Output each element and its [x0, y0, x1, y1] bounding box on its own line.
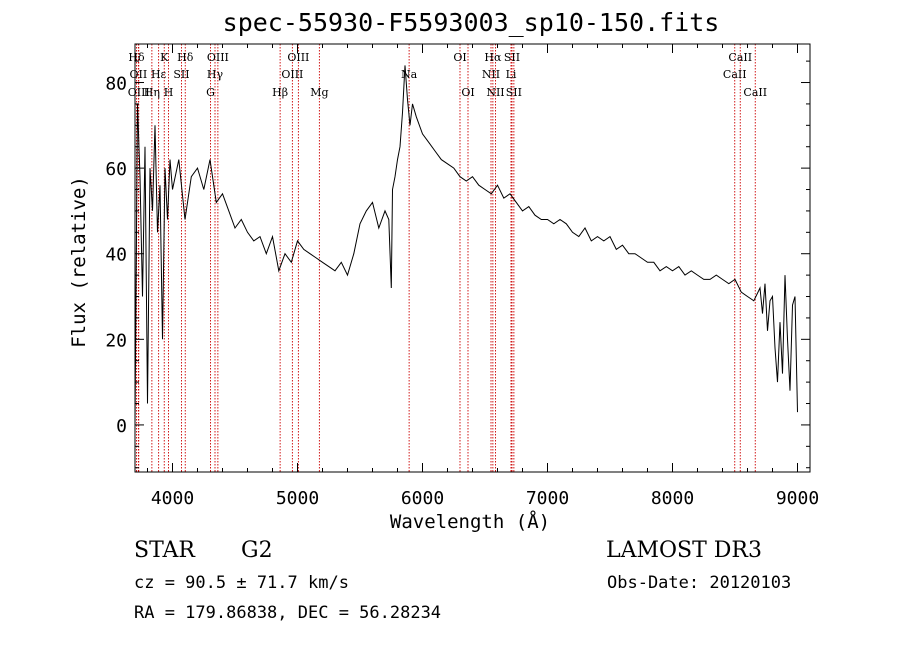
line-label: Hδ — [128, 51, 145, 64]
line-label: OIII — [128, 86, 150, 99]
y-tick-label: 60 — [105, 159, 127, 180]
x-axis-label: Wavelength (Å) — [390, 510, 550, 533]
obs-date: Obs-Date: 20120103 — [607, 573, 792, 593]
chart-title: spec-55930-F5593003_sp10-150.fits — [222, 8, 720, 37]
line-label: Hα — [484, 51, 502, 64]
line-label: Hη — [144, 86, 160, 99]
line-label: CaII — [743, 86, 767, 99]
y-tick-label: 0 — [116, 416, 127, 437]
x-tick-label: 4000 — [151, 488, 194, 509]
axis-ticks: 4000 5000 6000 7000 8000 9000 0 20 40 60 80 — [105, 44, 819, 509]
line-label: OI — [461, 86, 474, 99]
line-label: K — [160, 51, 169, 64]
line-label: SII — [506, 86, 522, 99]
line-label: SII — [504, 51, 520, 64]
y-tick-label: 20 — [105, 330, 127, 351]
x-tick-label: 6000 — [401, 488, 444, 509]
line-label: Na — [401, 68, 418, 81]
line-label: OIII — [281, 68, 303, 81]
line-label: NII — [482, 68, 500, 81]
redshift-text: cz = 90.5 ± 71.7 km/s — [134, 573, 349, 593]
line-label: Li — [506, 68, 517, 81]
line-label: H — [164, 86, 174, 99]
object-class: STAR — [134, 538, 195, 563]
line-label: SII — [173, 68, 189, 81]
x-tick-label: 7000 — [526, 488, 569, 509]
object-subclass: G2 — [241, 538, 273, 563]
line-label: CaII — [723, 68, 747, 81]
line-label: OI — [453, 51, 466, 64]
x-tick-label: 9000 — [776, 488, 819, 509]
line-label: OIII — [207, 51, 229, 64]
y-axis-label: Flux (relative) — [68, 176, 90, 348]
y-tick-label: 80 — [105, 74, 127, 95]
line-label: Mg — [310, 86, 328, 99]
line-label: Hδ — [177, 51, 194, 64]
y-tick-label: 40 — [105, 245, 127, 266]
x-tick-label: 8000 — [651, 488, 694, 509]
coordinates-text: RA = 179.86838, DEC = 56.28234 — [134, 603, 442, 623]
emission-line-markers — [136, 44, 756, 472]
line-label: G — [206, 86, 215, 99]
line-label: Hγ — [207, 68, 224, 81]
x-tick-label: 5000 — [276, 488, 319, 509]
line-label: NII — [486, 86, 504, 99]
line-label: OIII — [287, 51, 309, 64]
line-label: OII — [130, 68, 148, 81]
spectrum-line — [134, 65, 798, 425]
survey-name: LAMOST DR3 — [606, 538, 762, 563]
line-label: CaII — [728, 51, 752, 64]
plot-frame — [134, 43, 811, 473]
line-label: Hβ — [272, 86, 288, 99]
line-label: Hε — [151, 68, 167, 81]
